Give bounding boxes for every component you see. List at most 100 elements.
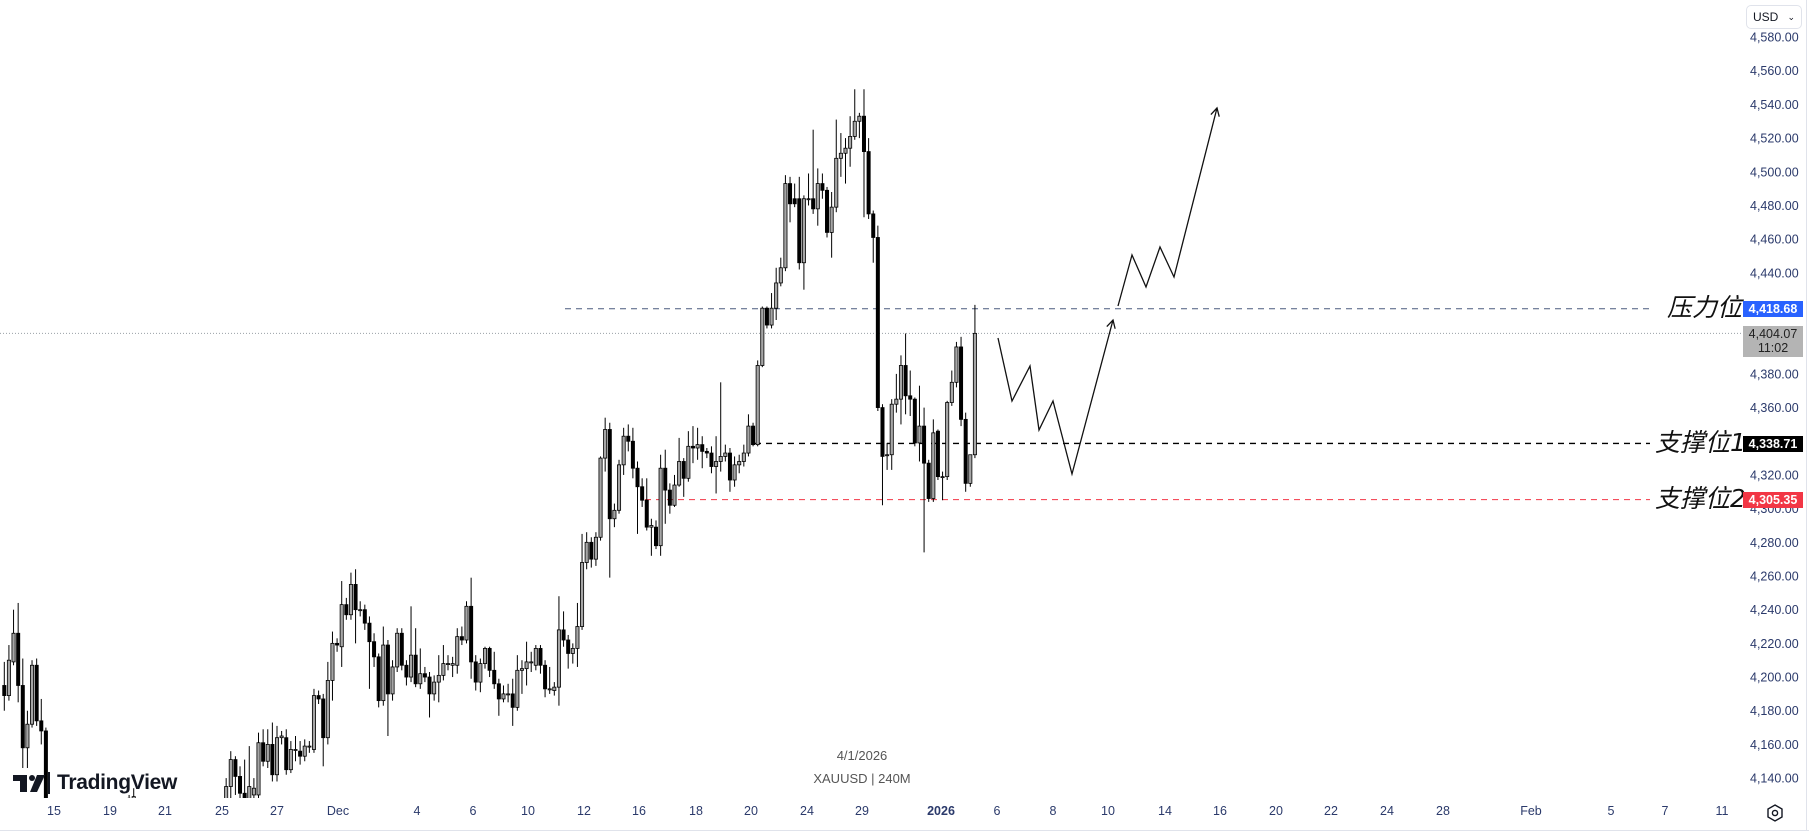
candle: [829, 192, 834, 258]
candle: [852, 89, 857, 140]
price-axis[interactable]: 4,580.00 4,560.00 4,540.00 4,520.00 4,500.00…: [1750, 31, 1799, 786]
candle: [751, 422, 756, 447]
candle: [533, 645, 538, 671]
candle: [764, 306, 769, 329]
candle: [931, 419, 936, 502]
candle: [746, 414, 751, 457]
candle: [755, 360, 760, 447]
candle-body-bear: [926, 462, 931, 499]
candle: [529, 651, 534, 672]
candle: [348, 572, 353, 620]
currency-dropdown[interactable]: USD ⌄: [1746, 5, 1802, 29]
candle-body-bear: [912, 398, 917, 444]
candle: [654, 520, 659, 550]
candle: [584, 532, 589, 570]
candle: [335, 638, 340, 652]
candle-body-bear: [20, 685, 25, 749]
candle-body-bear: [487, 648, 492, 671]
candle-body-bull: [418, 673, 423, 685]
candle: [825, 186, 830, 238]
candle-body-bull: [228, 759, 233, 787]
candle-body-bear: [792, 198, 797, 205]
candle: [436, 655, 441, 703]
time-tick-label: 15: [47, 804, 61, 818]
candle-body-bear: [413, 654, 418, 685]
candle: [649, 518, 654, 556]
candle-body-bear: [561, 629, 566, 641]
candle-body-bull: [949, 381, 954, 403]
candle-body-bull: [580, 562, 585, 627]
candle: [510, 678, 515, 726]
candle: [34, 658, 39, 726]
candle-body-bull: [834, 157, 839, 208]
candle-body-bear: [626, 435, 631, 442]
candle-body-bull: [649, 525, 654, 528]
candle-body-bear: [903, 365, 908, 397]
candle-body-bull: [441, 663, 446, 676]
price-tick-label: 4,360.00: [1750, 401, 1799, 415]
tradingview-mark-icon: [13, 772, 50, 794]
candle: [16, 602, 21, 703]
chevron-down-icon: ⌄: [1787, 11, 1795, 22]
candle-body-bull: [617, 464, 622, 511]
candle: [422, 666, 427, 683]
projection-drawings[interactable]: [997, 106, 1220, 477]
price-tick-label: 4,260.00: [1750, 570, 1799, 584]
candle-body-bull: [778, 267, 783, 284]
price-tick-label: 4,540.00: [1750, 98, 1799, 112]
settings-gear-icon[interactable]: [1765, 803, 1785, 823]
candle: [316, 690, 321, 704]
candle: [635, 461, 640, 534]
candle-body-bull: [885, 454, 890, 457]
candle: [413, 628, 418, 688]
arrow-head-icon: [1106, 318, 1116, 329]
candle: [404, 660, 409, 686]
support1-label: 支撑位1: [1655, 428, 1746, 457]
candle: [376, 653, 381, 708]
candle-body-bull: [552, 686, 557, 691]
candle: [714, 436, 719, 494]
candle-body-bull: [848, 136, 853, 149]
candle-body-bull: [898, 365, 903, 400]
candle-body-bull: [741, 452, 746, 462]
price-tick-label: 4,200.00: [1750, 671, 1799, 685]
candle-body-bull: [381, 644, 386, 702]
candle-body-bull: [598, 457, 603, 538]
candle: [570, 643, 575, 664]
candle: [302, 739, 307, 762]
tradingview-logo[interactable]: TradingView: [13, 771, 177, 795]
candle-body-bull: [931, 432, 936, 499]
candle-body-bull: [672, 484, 677, 506]
candle: [875, 225, 880, 411]
candle: [663, 449, 668, 524]
candle-body-bull: [515, 669, 520, 708]
watermark-date: 4/1/2026: [836, 748, 888, 763]
candle-body-bear: [727, 452, 732, 481]
candle: [261, 729, 266, 767]
candle-body-bull: [30, 664, 35, 725]
candle-body-bear: [469, 605, 474, 663]
candle-body-bull: [801, 198, 806, 264]
time-tick-label: 27: [270, 804, 284, 818]
candle-body-bull: [575, 626, 580, 649]
time-tick-label: 24: [1380, 804, 1394, 818]
time-tick-label: 8: [1050, 804, 1057, 818]
candle: [256, 732, 261, 798]
candle-body-bear: [700, 444, 705, 452]
time-axis[interactable]: 15 19 21 25 27 Dec 4 6 10 12 16 18 20 24 29 2026 6 8 10 14 1…: [47, 804, 1728, 818]
candle-body-bear: [764, 307, 769, 326]
candle: [381, 626, 386, 706]
candle-body-bear: [238, 776, 243, 794]
candle-body-bull: [432, 681, 437, 695]
candle: [908, 370, 913, 416]
candle: [464, 601, 469, 644]
candle-body-bear: [880, 407, 885, 457]
candle: [640, 478, 645, 507]
candle: [894, 373, 899, 413]
candle: [321, 693, 326, 767]
candle-body-bull: [436, 674, 441, 683]
price-tick-label: 4,380.00: [1750, 367, 1799, 381]
candle-body-bull: [482, 648, 487, 664]
candle-body-bull: [783, 183, 788, 269]
